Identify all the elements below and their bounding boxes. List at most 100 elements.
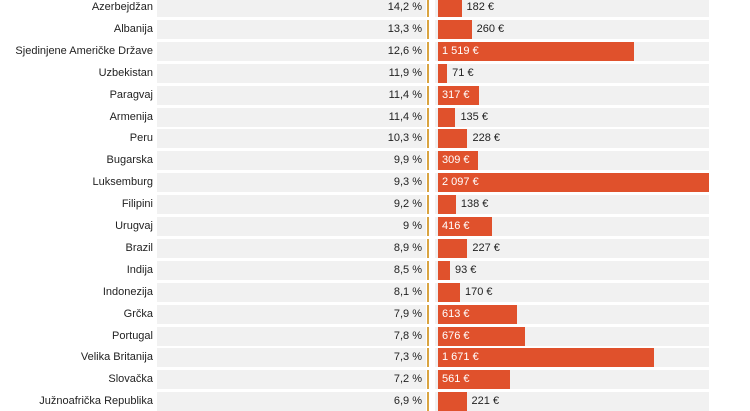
percent-band bbox=[157, 85, 426, 105]
country-label: Urugvaj bbox=[115, 220, 153, 232]
percent-band bbox=[157, 195, 426, 215]
country-label: Brazil bbox=[125, 241, 153, 254]
column-divider bbox=[427, 19, 429, 39]
amount-bar bbox=[438, 41, 635, 61]
table-row: Bugarska 9,9 % 309 € bbox=[0, 151, 750, 171]
column-divider bbox=[427, 238, 429, 258]
amount-band bbox=[435, 392, 709, 411]
table-row: Azerbejdžan 14,2 % 182 € bbox=[0, 0, 750, 17]
percent-label: 9,9 % bbox=[393, 154, 422, 167]
amount-label: 221 € bbox=[471, 395, 500, 408]
percent-band bbox=[157, 348, 426, 368]
amount-bar bbox=[438, 238, 468, 258]
table-row: Velika Britanija 7,3 % 1 671 € bbox=[0, 348, 750, 368]
amount-bar bbox=[438, 0, 462, 17]
percent-band bbox=[157, 63, 426, 83]
column-divider bbox=[427, 370, 429, 390]
column-divider bbox=[427, 107, 429, 127]
percent-band bbox=[157, 238, 426, 258]
percent-label: 10,3 % bbox=[387, 132, 422, 145]
amount-bar bbox=[438, 195, 456, 215]
country-label: Grčka bbox=[123, 307, 153, 320]
amount-band bbox=[435, 217, 709, 236]
column-divider bbox=[427, 304, 429, 324]
amount-bar bbox=[438, 304, 518, 324]
percent-band bbox=[157, 41, 426, 61]
country-label: Luksemburg bbox=[92, 176, 153, 189]
percent-label: 11,4 % bbox=[388, 88, 422, 101]
amount-bar bbox=[438, 63, 448, 83]
amount-band bbox=[435, 0, 709, 17]
amount-bar bbox=[438, 107, 456, 127]
column-divider bbox=[427, 392, 429, 411]
column-divider bbox=[427, 151, 429, 171]
amount-bar bbox=[438, 348, 654, 368]
table-row: Južnoafrička Republika 6,9 % 221 € bbox=[0, 392, 750, 411]
column-divider bbox=[427, 282, 429, 302]
amount-bar bbox=[438, 151, 478, 171]
amount-label: 676 € bbox=[442, 329, 470, 342]
amount-label: 1 519 € bbox=[442, 44, 479, 57]
amount-label: 170 € bbox=[464, 285, 493, 298]
table-row: Uzbekistan 11,9 % 71 € bbox=[0, 63, 750, 83]
percent-label: 7,8 % bbox=[393, 329, 422, 342]
percent-band bbox=[157, 392, 426, 411]
table-row: Luksemburg 9,3 % 2 097 € bbox=[0, 173, 750, 193]
amount-label: 309 € bbox=[442, 154, 470, 167]
amount-label: 93 € bbox=[455, 263, 477, 276]
country-label: Južnoafrička Republika bbox=[39, 395, 153, 408]
percent-label: 8,1 % bbox=[393, 285, 422, 298]
amount-bar bbox=[438, 217, 492, 236]
amount-band bbox=[435, 282, 709, 302]
amount-band bbox=[435, 238, 709, 258]
amount-band bbox=[435, 19, 709, 39]
amount-band bbox=[435, 85, 709, 105]
country-label: Paragvaj bbox=[109, 88, 153, 101]
amount-label: 135 € bbox=[460, 110, 488, 123]
table-row: Urugvaj 9 % 416 € bbox=[0, 217, 750, 236]
column-divider bbox=[427, 326, 429, 346]
percent-label: 7,2 % bbox=[393, 373, 422, 386]
amount-band bbox=[435, 195, 709, 215]
percent-band bbox=[157, 282, 426, 302]
amount-bar bbox=[438, 260, 451, 280]
table-row: Indija 8,5 % 93 € bbox=[0, 260, 750, 280]
table-row: Grčka 7,9 % 613 € bbox=[0, 304, 750, 324]
amount-band bbox=[435, 129, 709, 149]
table-row: Portugal 7,8 % 676 € bbox=[0, 326, 750, 346]
amount-bar bbox=[438, 85, 479, 105]
column-divider bbox=[427, 195, 429, 215]
column-divider bbox=[427, 217, 429, 236]
amount-label: 228 € bbox=[472, 132, 500, 145]
table-row: Albanija 13,3 % 260 € bbox=[0, 19, 750, 39]
amount-band bbox=[435, 107, 709, 127]
amount-bar bbox=[438, 370, 511, 390]
country-label: Bugarska bbox=[106, 154, 153, 167]
country-label: Slovačka bbox=[108, 373, 153, 386]
percent-label: 7,3 % bbox=[393, 351, 422, 364]
country-label: Peru bbox=[129, 132, 153, 145]
amount-label: 317 € bbox=[442, 88, 470, 101]
column-divider bbox=[427, 129, 429, 149]
percent-band bbox=[157, 151, 426, 171]
country-label: Sjedinjene Američke Države bbox=[15, 44, 153, 57]
amount-label: 71 € bbox=[452, 66, 474, 79]
percent-band bbox=[157, 173, 426, 193]
percent-band bbox=[157, 19, 426, 39]
country-label: Armenija bbox=[109, 110, 153, 123]
percent-label: 6,9 % bbox=[393, 395, 422, 408]
country-label: Indonezija bbox=[102, 285, 153, 298]
amount-bar bbox=[438, 19, 472, 39]
table-row: Brazil 8,9 % 227 € bbox=[0, 238, 750, 258]
table-row: Peru 10,3 % 228 € bbox=[0, 129, 750, 149]
amount-bar bbox=[438, 129, 468, 149]
country-label: Albanija bbox=[113, 22, 153, 35]
amount-band bbox=[435, 151, 709, 171]
country-label: Velika Britanija bbox=[80, 351, 153, 364]
country-label: Uzbekistan bbox=[98, 66, 153, 79]
column-divider bbox=[427, 173, 429, 193]
amount-label: 260 € bbox=[476, 22, 505, 35]
amount-label: 613 € bbox=[442, 307, 470, 320]
percent-band bbox=[157, 107, 426, 127]
